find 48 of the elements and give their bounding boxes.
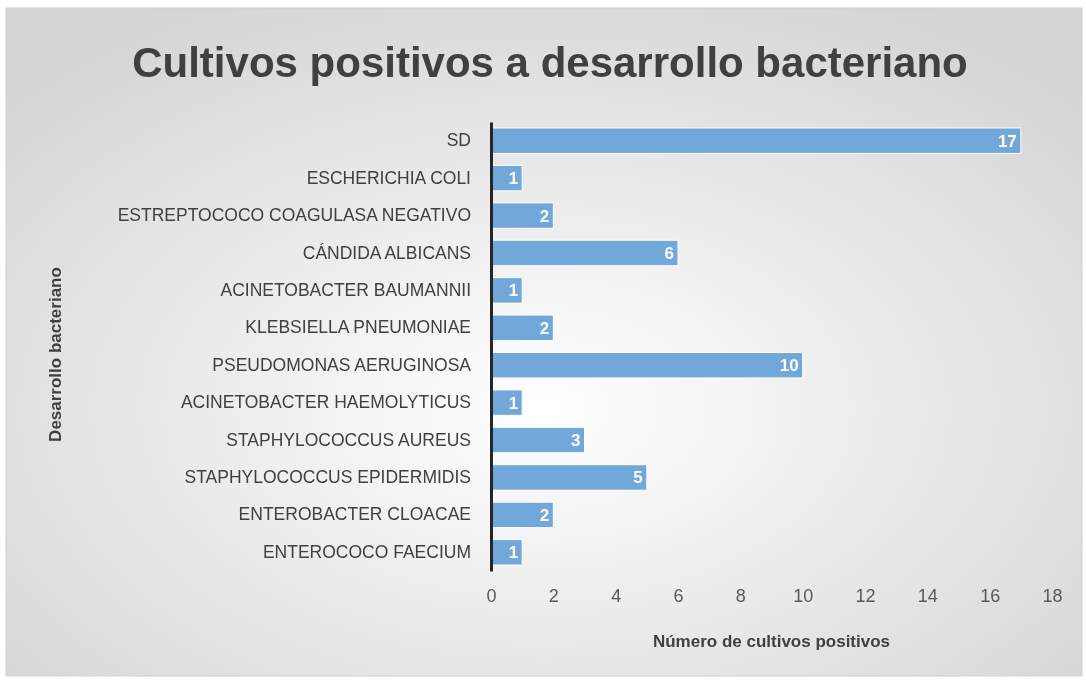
bar — [490, 389, 523, 416]
y-tick-label: STAPHYLOCOCCUS EPIDERMIDIS — [184, 467, 471, 488]
y-tick-label: STAPHYLOCOCCUS AUREUS — [226, 429, 471, 450]
y-tick-label: ESTREPTOCOCO COAGULASA NEGATIVO — [117, 205, 471, 226]
data-label: 2 — [539, 206, 550, 226]
x-tick-label: 10 — [793, 585, 814, 606]
x-axis-title: Número de cultivos positivos — [652, 632, 891, 651]
data-label: 1 — [508, 543, 519, 563]
bar — [490, 202, 554, 229]
x-tick-label: 6 — [673, 585, 684, 606]
bar — [490, 277, 523, 304]
y-tick-label: SD — [446, 130, 471, 151]
data-label: 1 — [508, 281, 519, 301]
x-tick-label: 4 — [611, 585, 622, 606]
x-tick-label: 16 — [980, 585, 1001, 606]
x-tick-label: 14 — [917, 585, 938, 606]
bar — [490, 539, 523, 566]
bar — [490, 501, 554, 529]
data-label: 1 — [508, 169, 519, 189]
bar — [490, 314, 554, 342]
x-tick-label: 18 — [1042, 585, 1063, 606]
x-tick-label: 0 — [486, 585, 497, 606]
x-tick-label: 2 — [548, 585, 559, 606]
y-tick-label: ACINETOBACTER HAEMOLYTICUS — [180, 392, 471, 413]
x-tick-label: 12 — [855, 585, 876, 606]
x-tick-label: 8 — [735, 585, 746, 606]
bar — [490, 239, 679, 267]
y-axis-title: Desarrollo bacteriano — [46, 267, 65, 442]
chart-title: Cultivos positivos a desarrollo bacteriano — [132, 39, 968, 86]
bar — [490, 127, 1022, 154]
data-label: 6 — [664, 243, 674, 263]
data-label: 17 — [997, 131, 1017, 151]
data-label: 10 — [779, 356, 799, 376]
data-label: 3 — [571, 431, 581, 451]
y-tick-label: KLEBSIELLA PNEUMONIAE — [245, 317, 471, 338]
data-label: 1 — [508, 393, 519, 413]
bar — [490, 426, 585, 454]
y-tick-label: PSEUDOMONAS AERUGINOSA — [212, 354, 472, 375]
y-tick-label: CÁNDIDA ALBICANS — [302, 242, 471, 263]
data-label: 5 — [633, 468, 643, 488]
bar — [490, 351, 804, 379]
y-tick-label: ENTEROCOCO FAECIUM — [262, 541, 471, 562]
bar — [490, 464, 648, 491]
y-tick-label: ACINETOBACTER BAUMANNII — [220, 279, 471, 300]
y-tick-label: ENTEROBACTER CLOACAE — [238, 504, 471, 525]
y-tick-label: ESCHERICHIA COLI — [306, 167, 471, 188]
data-label: 2 — [539, 318, 550, 338]
data-label: 2 — [539, 505, 550, 525]
